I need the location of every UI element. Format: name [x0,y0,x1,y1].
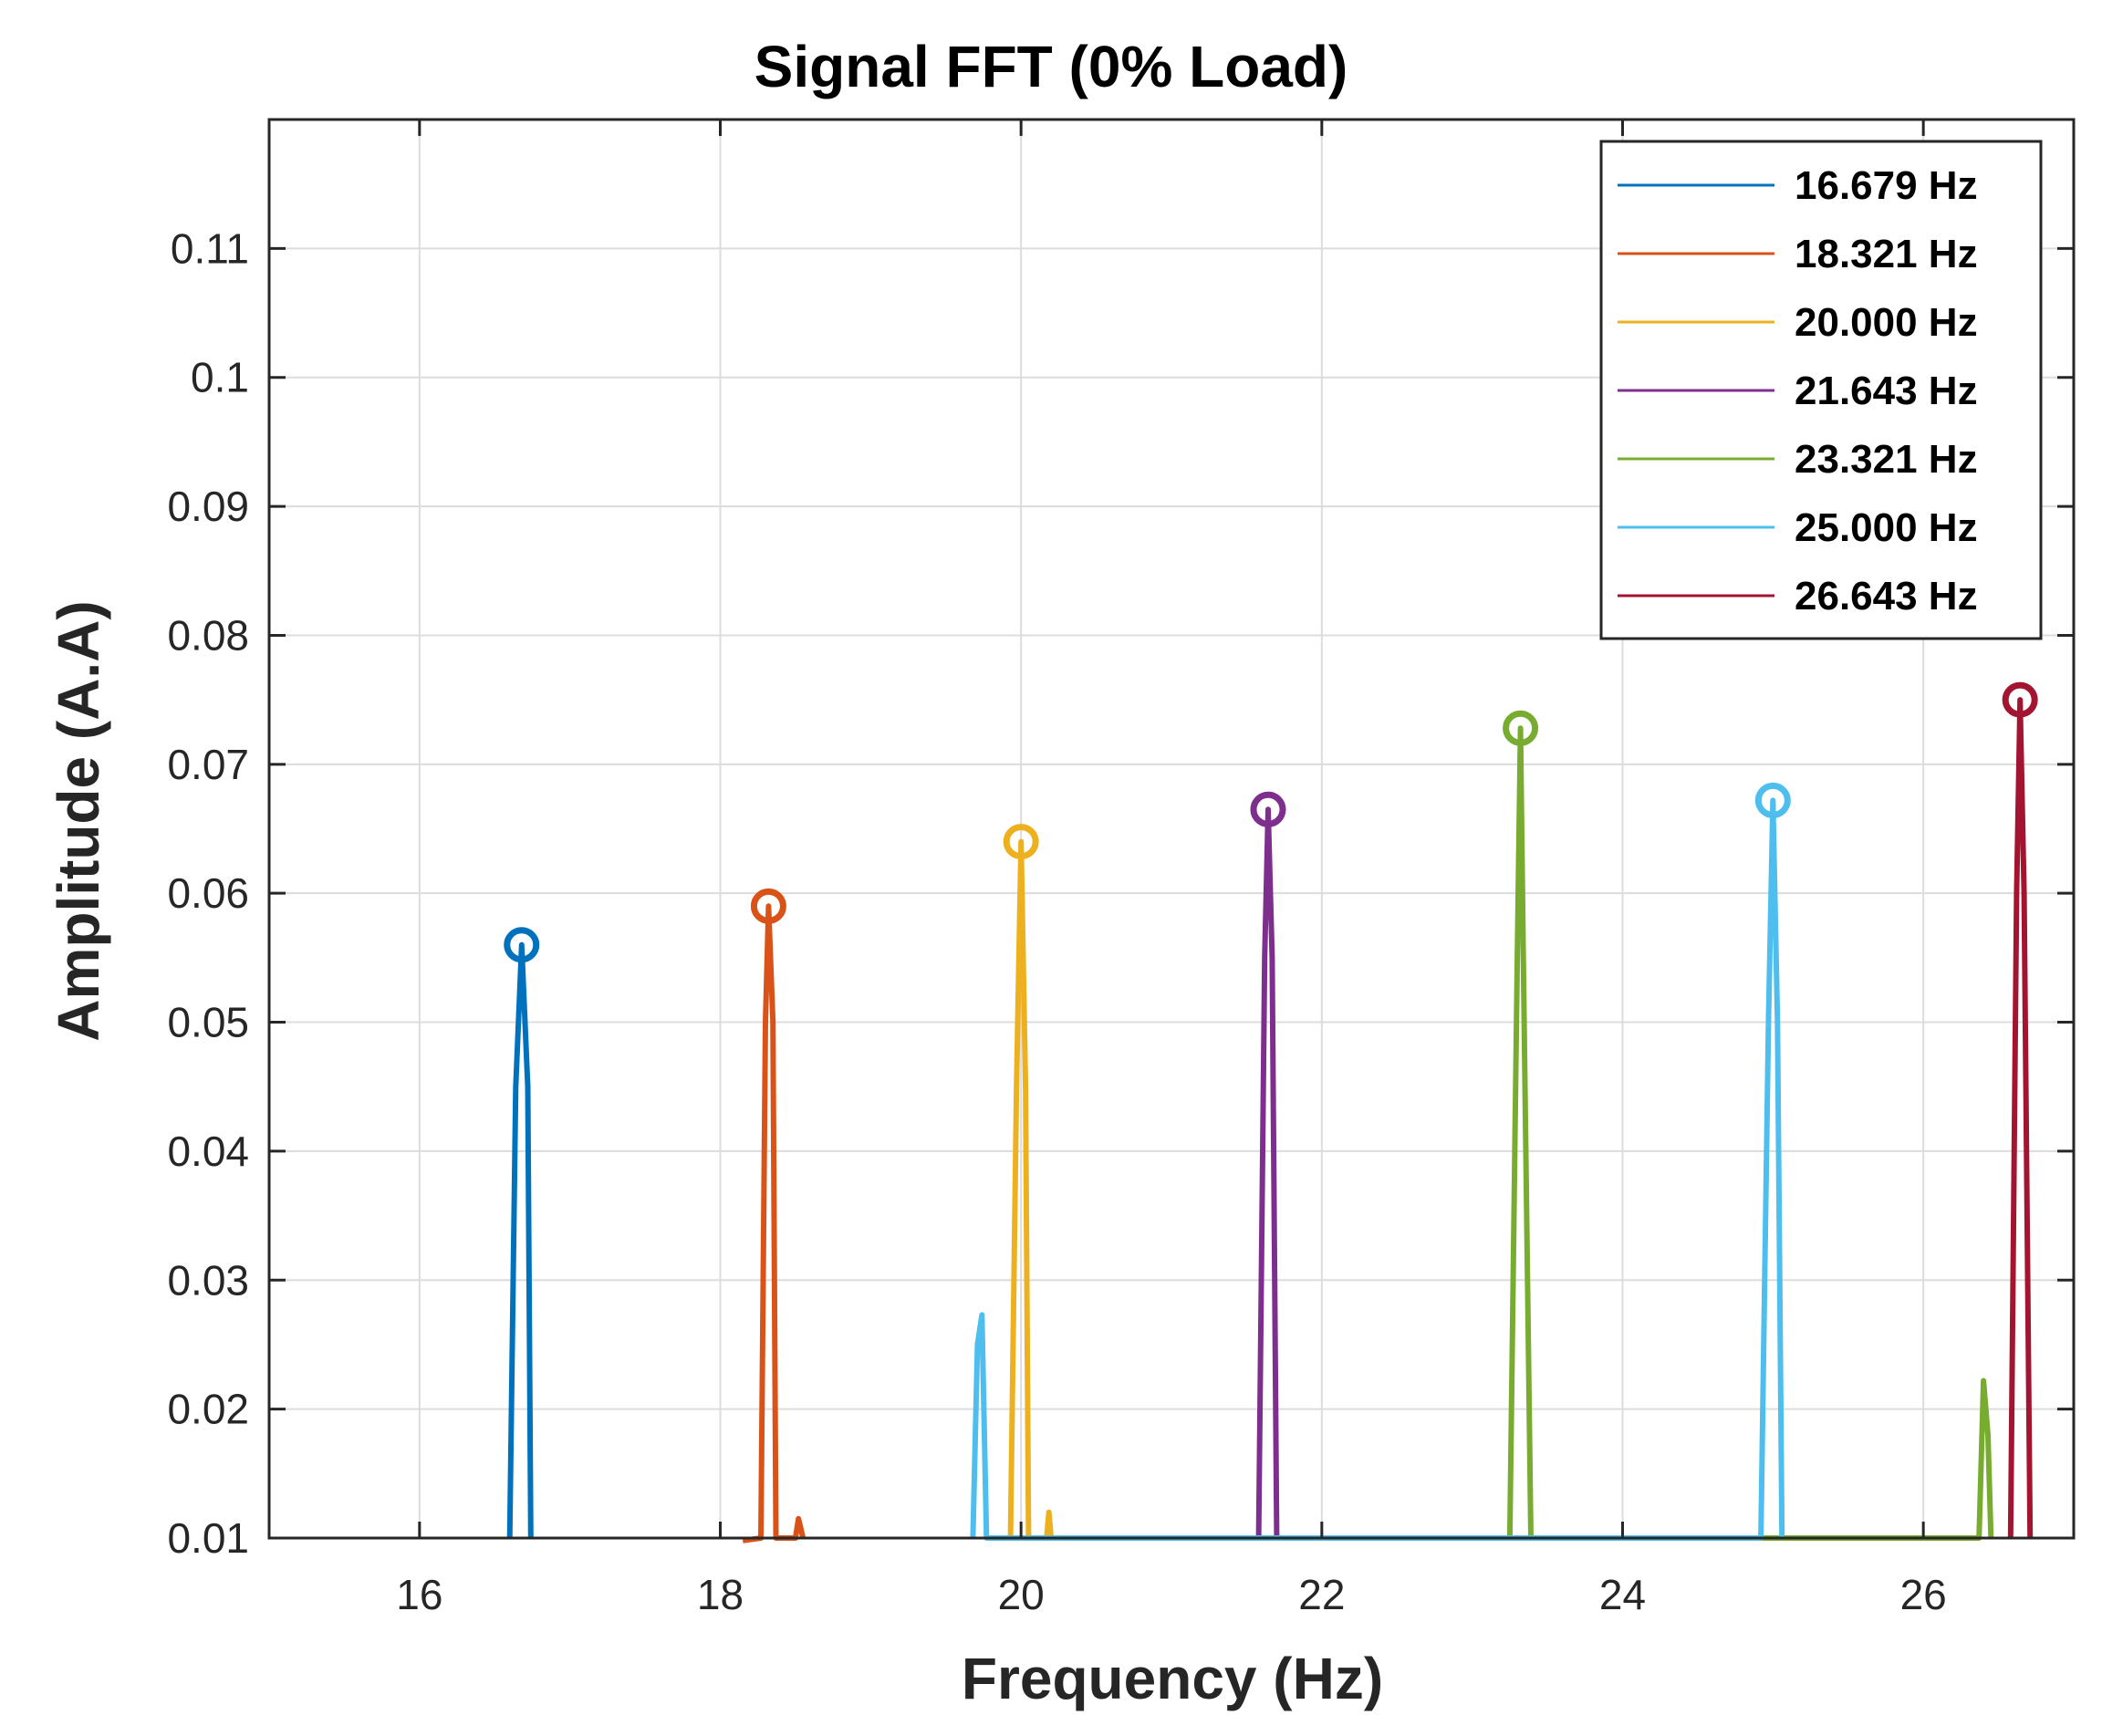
y-axis-tick-labels: 0.01 0.02 0.03 0.04 0.05 0.06 0.07 0.08 0.09 0.1 0… [167,224,249,1562]
peak-marker [1003,824,1039,860]
series-line [742,903,806,1544]
peak-marker [1250,791,1286,827]
y-tick-label: 0.05 [167,999,249,1046]
y-tick-label: 0.01 [167,1514,249,1562]
x-tick-label: 20 [998,1571,1045,1618]
y-tick-label: 0.04 [167,1128,249,1175]
y-axis-label: Amplitude (A.A) [46,600,111,1042]
series-line [1255,806,1280,1539]
x-axis-label: Frequency (Hz) [962,1646,1383,1711]
y-tick-label: 0.08 [167,611,249,659]
x-tick-label: 26 [1900,1571,1947,1618]
grid-lines [269,120,2074,1539]
x-axis-tick-labels: 16 18 20 22 24 26 [396,1571,1947,1618]
x-tick-label: 22 [1298,1571,1345,1618]
series-line [2007,697,2034,1539]
legend-label: 23.321 Hz [1795,437,1978,482]
legend-label: 21.643 Hz [1795,369,1978,413]
peak-marker [504,927,540,963]
series-line [506,941,534,1539]
x-tick-label: 16 [396,1571,442,1618]
y-tick-label: 0.02 [167,1386,249,1433]
x-tick-label: 18 [697,1571,744,1618]
y-tick-label: 0.1 [191,354,249,401]
legend-label: 20.000 Hz [1795,300,1978,345]
legend-label: 25.000 Hz [1795,505,1978,550]
axis-ticks [269,120,2074,1540]
legend: 16.679 Hz 18.321 Hz 20.000 Hz 21.643 Hz 23.3… [1599,140,2043,640]
y-tick-label: 0.03 [167,1256,249,1304]
y-tick-label: 0.07 [167,741,249,788]
series-line [1007,838,1055,1541]
legend-label: 16.679 Hz [1795,163,1978,208]
y-tick-label: 0.11 [171,224,249,272]
peak-marker [1754,782,1791,818]
legend-label: 18.321 Hz [1795,232,1978,276]
legend-label: 26.643 Hz [1795,574,1978,619]
peak-marker [750,888,786,924]
plot-area-frame [267,118,2076,1540]
x-tick-label: 24 [1599,1571,1646,1618]
y-tick-label: 0.09 [167,483,249,530]
chart-title: Signal FFT (0% Load) [754,34,1348,99]
peak-marker [2002,681,2038,718]
peak-marker [1503,710,1539,746]
y-tick-label: 0.06 [167,869,249,917]
